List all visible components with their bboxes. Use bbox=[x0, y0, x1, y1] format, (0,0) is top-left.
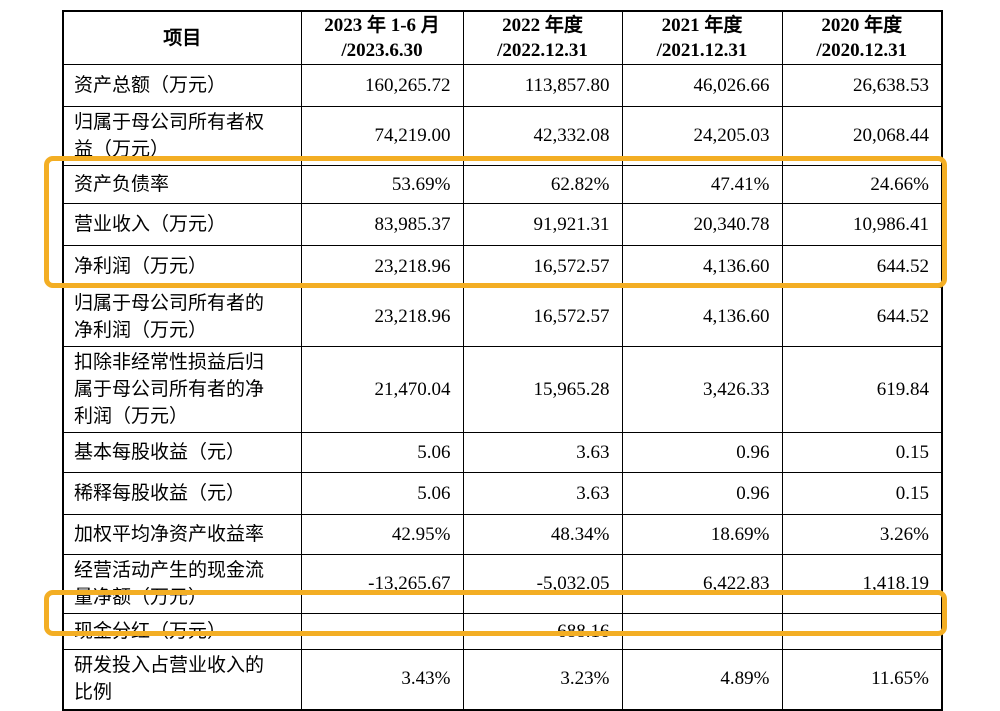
value-cell: 23,218.96 bbox=[300, 245, 464, 288]
table-row-total-assets: 资产总额（万元） 160,265.72 113,857.80 46,026.66… bbox=[62, 64, 943, 107]
value-cell: 16,572.57 bbox=[462, 287, 623, 347]
table-row-parent-equity: 归属于母公司所有者权益（万元） 74,219.00 42,332.08 24,2… bbox=[62, 106, 943, 166]
period-header-cell-2020: 2020 年度 /2020.12.31 bbox=[781, 10, 943, 65]
value-cell: 3.63 bbox=[462, 472, 623, 515]
value-cell: 47.41% bbox=[621, 165, 783, 204]
value-cell: 3.63 bbox=[462, 432, 623, 473]
value-cell: -5,032.05 bbox=[462, 554, 623, 614]
value-cell: 3.43% bbox=[300, 649, 464, 711]
row-label-cell: 归属于母公司所有者权益（万元） bbox=[62, 106, 302, 166]
value-cell: 6,422.83 bbox=[621, 554, 783, 614]
table-row-operating-cash-flow: 经营活动产生的现金流量净额（万元） -13,265.67 -5,032.05 6… bbox=[62, 554, 943, 614]
table-row-rd-ratio: 研发投入占营业收入的比例 3.43% 3.23% 4.89% 11.65% bbox=[62, 649, 943, 711]
value-cell: 644.52 bbox=[781, 245, 943, 288]
value-cell: 0.15 bbox=[781, 472, 943, 515]
value-cell: 83,985.37 bbox=[300, 203, 464, 246]
table-row-net-profit: 净利润（万元） 23,218.96 16,572.57 4,136.60 644… bbox=[62, 245, 943, 288]
value-cell: 24,205.03 bbox=[621, 106, 783, 166]
period-header-line2: /2020.12.31 bbox=[816, 40, 908, 61]
value-cell: 11.65% bbox=[781, 649, 943, 711]
value-cell: 4,136.60 bbox=[621, 245, 783, 288]
period-header-cell-2021: 2021 年度 /2021.12.31 bbox=[621, 10, 783, 65]
item-header-cell: 项目 bbox=[62, 10, 302, 65]
period-header-line1: 2020 年度 bbox=[821, 15, 903, 36]
row-label-cell: 稀释每股收益（元） bbox=[62, 472, 302, 515]
value-cell: 15,965.28 bbox=[462, 346, 623, 433]
period-header-line2: /2023.6.30 bbox=[341, 40, 423, 61]
value-cell: 20,068.44 bbox=[781, 106, 943, 166]
table-row-cash-dividend: 现金分红（万元） - 688.16 - - bbox=[62, 613, 943, 650]
row-label-cell: 经营活动产生的现金流量净额（万元） bbox=[62, 554, 302, 614]
table-row-diluted-eps: 稀释每股收益（元） 5.06 3.63 0.96 0.15 bbox=[62, 472, 943, 515]
period-header-line1: 2022 年度 bbox=[502, 15, 583, 36]
value-cell: 91,921.31 bbox=[462, 203, 623, 246]
value-cell: 644.52 bbox=[781, 287, 943, 347]
row-label-cell: 净利润（万元） bbox=[62, 245, 302, 288]
row-label-cell: 资产负债率 bbox=[62, 165, 302, 204]
value-cell: 26,638.53 bbox=[781, 64, 943, 107]
row-label-cell: 现金分红（万元） bbox=[62, 613, 302, 650]
table-row-parent-net-profit: 归属于母公司所有者的净利润（万元） 23,218.96 16,572.57 4,… bbox=[62, 287, 943, 347]
period-header-line2: /2021.12.31 bbox=[656, 40, 748, 61]
value-cell: - bbox=[300, 613, 464, 650]
value-cell: 4,136.60 bbox=[621, 287, 783, 347]
value-cell: 46,026.66 bbox=[621, 64, 783, 107]
value-cell: 48.34% bbox=[462, 514, 623, 555]
value-cell: 20,340.78 bbox=[621, 203, 783, 246]
value-cell: 0.15 bbox=[781, 432, 943, 473]
value-cell: 53.69% bbox=[300, 165, 464, 204]
value-cell: - bbox=[621, 613, 783, 650]
value-cell: 23,218.96 bbox=[300, 287, 464, 347]
value-cell: 42,332.08 bbox=[462, 106, 623, 166]
value-cell: 3,426.33 bbox=[621, 346, 783, 433]
row-label-cell: 归属于母公司所有者的净利润（万元） bbox=[62, 287, 302, 347]
value-cell: 160,265.72 bbox=[300, 64, 464, 107]
value-cell: 62.82% bbox=[462, 165, 623, 204]
value-cell: 688.16 bbox=[462, 613, 623, 650]
value-cell: - bbox=[781, 613, 943, 650]
item-header-label: 项目 bbox=[163, 27, 202, 49]
table-row-weighted-roe: 加权平均净资产收益率 42.95% 48.34% 18.69% 3.26% bbox=[62, 514, 943, 555]
value-cell: 3.26% bbox=[781, 514, 943, 555]
header-row: 项目 2023 年 1-6 月 /2023.6.30 2022 年度 /2022… bbox=[62, 10, 943, 65]
value-cell: 619.84 bbox=[781, 346, 943, 433]
table-row-basic-eps: 基本每股收益（元） 5.06 3.63 0.96 0.15 bbox=[62, 432, 943, 473]
value-cell: 10,986.41 bbox=[781, 203, 943, 246]
table-row-deducted-net-profit: 扣除非经常性损益后归属于母公司所有者的净利润（万元） 21,470.04 15,… bbox=[62, 346, 943, 433]
value-cell: 3.23% bbox=[462, 649, 623, 711]
value-cell: -13,265.67 bbox=[300, 554, 464, 614]
period-header-line1: 2021 年度 bbox=[661, 15, 743, 36]
row-label-cell: 研发投入占营业收入的比例 bbox=[62, 649, 302, 711]
value-cell: 5.06 bbox=[300, 432, 464, 473]
value-cell: 24.66% bbox=[781, 165, 943, 204]
row-label-cell: 基本每股收益（元） bbox=[62, 432, 302, 473]
table-row-revenue: 营业收入（万元） 83,985.37 91,921.31 20,340.78 1… bbox=[62, 203, 943, 246]
period-header-cell-2022: 2022 年度 /2022.12.31 bbox=[462, 10, 623, 65]
value-cell: 4.89% bbox=[621, 649, 783, 711]
financial-summary-table: 项目 2023 年 1-6 月 /2023.6.30 2022 年度 /2022… bbox=[62, 10, 943, 711]
value-cell: 42.95% bbox=[300, 514, 464, 555]
row-label-cell: 加权平均净资产收益率 bbox=[62, 514, 302, 555]
period-header-line2: /2022.12.31 bbox=[497, 40, 588, 61]
row-label-cell: 资产总额（万元） bbox=[62, 64, 302, 107]
value-cell: 113,857.80 bbox=[462, 64, 623, 107]
value-cell: 16,572.57 bbox=[462, 245, 623, 288]
row-label-cell: 营业收入（万元） bbox=[62, 203, 302, 246]
value-cell: 5.06 bbox=[300, 472, 464, 515]
period-header-line1: 2023 年 1-6 月 bbox=[324, 15, 440, 36]
value-cell: 1,418.19 bbox=[781, 554, 943, 614]
value-cell: 0.96 bbox=[621, 472, 783, 515]
period-header-cell-2023: 2023 年 1-6 月 /2023.6.30 bbox=[300, 10, 464, 65]
value-cell: 18.69% bbox=[621, 514, 783, 555]
value-cell: 0.96 bbox=[621, 432, 783, 473]
value-cell: 21,470.04 bbox=[300, 346, 464, 433]
row-label-cell: 扣除非经常性损益后归属于母公司所有者的净利润（万元） bbox=[62, 346, 302, 433]
value-cell: 74,219.00 bbox=[300, 106, 464, 166]
table-row-debt-ratio: 资产负债率 53.69% 62.82% 47.41% 24.66% bbox=[62, 165, 943, 204]
